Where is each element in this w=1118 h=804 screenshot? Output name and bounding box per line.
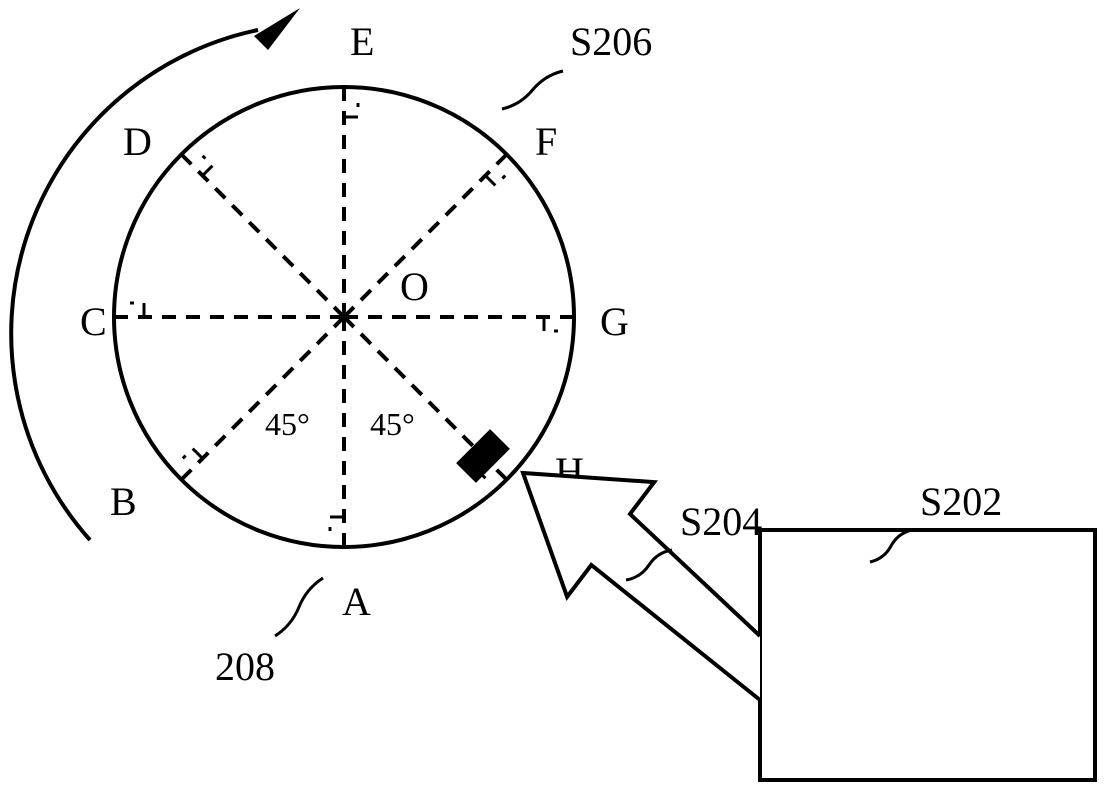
- point-label-f: F: [535, 119, 557, 164]
- label-s202: S202: [920, 479, 1002, 524]
- point-label-a: A: [342, 579, 371, 624]
- point-label-g: G: [600, 299, 629, 344]
- radius-notch: [485, 176, 505, 186]
- label-208: 208: [215, 644, 275, 689]
- radius-notch: [544, 317, 558, 331]
- radius-notch: [183, 449, 203, 459]
- label-s204: S204: [680, 499, 762, 544]
- center-label: O: [400, 264, 429, 309]
- point-label-e: E: [350, 19, 374, 64]
- radius-notch: [130, 303, 144, 317]
- radius-notch: [330, 517, 344, 531]
- radius-line: [181, 317, 344, 480]
- radius-line: [181, 154, 344, 317]
- label-s206: S206: [570, 19, 652, 64]
- source-box: [760, 530, 1095, 780]
- point-label-d: D: [123, 119, 152, 164]
- angle-label-1: 45°: [370, 406, 415, 442]
- angle-label-0: 45°: [265, 406, 310, 442]
- point-label-c: C: [80, 299, 107, 344]
- rotation-arrow-head: [254, 8, 300, 50]
- radius-notch: [344, 103, 358, 117]
- point-label-b: B: [110, 479, 137, 524]
- radius-notch: [203, 156, 213, 176]
- rotation-arrow-arc: [11, 30, 258, 540]
